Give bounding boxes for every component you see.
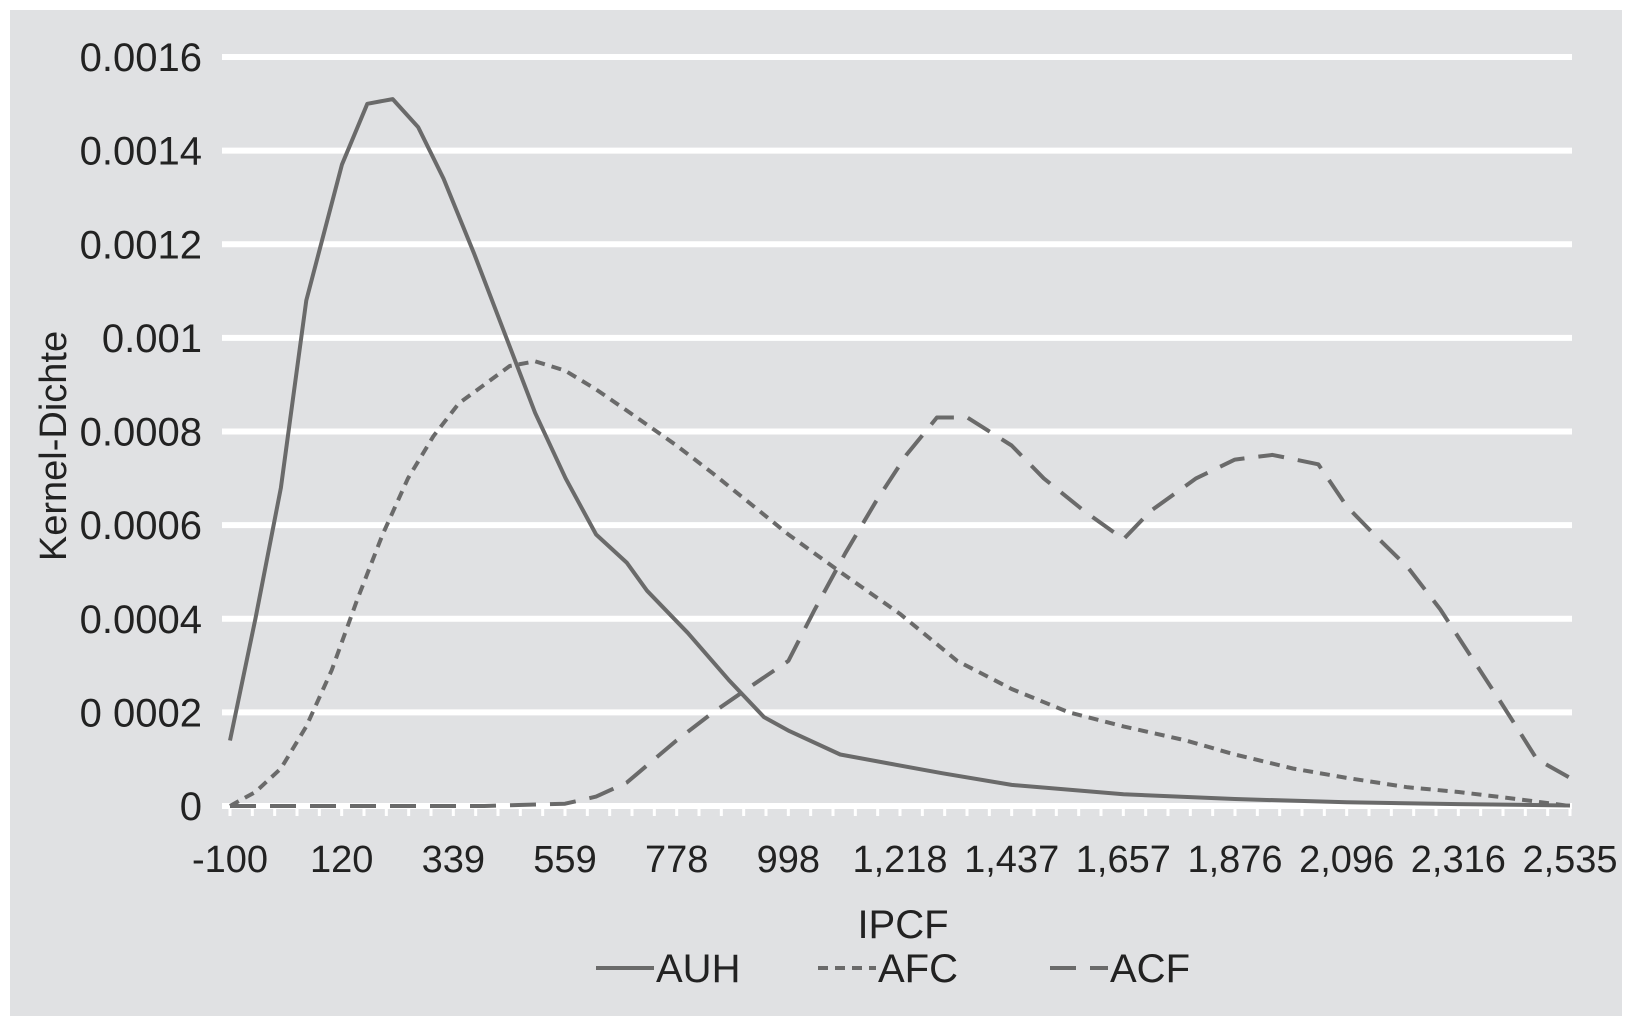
x-tick-label: 778: [645, 839, 708, 881]
x-tick-label: 1,657: [1076, 839, 1171, 881]
series-line-auh: [228, 97, 1571, 808]
y-tick-label: 0 0002: [80, 691, 202, 735]
legend-label-auh: AUH: [656, 947, 740, 991]
x-tick-label: 2,535: [1522, 839, 1617, 881]
y-tick-label: 0.0016: [80, 36, 202, 80]
x-tick-label: 2,096: [1299, 839, 1394, 881]
series-line-acf: [230, 415, 1571, 808]
x-tick-label: 2,316: [1411, 839, 1506, 881]
y-tick-label: 0: [180, 785, 202, 829]
x-tick-label: 1,876: [1187, 839, 1282, 881]
x-tick-label: 998: [757, 839, 820, 881]
y-tick-label: 0.0014: [80, 130, 202, 174]
legend: AUH AFC ACF: [596, 947, 1190, 991]
x-axis-label: IPCF: [857, 903, 948, 947]
x-tick-label: 339: [422, 839, 485, 881]
y-tick-label: 0.0012: [80, 223, 202, 267]
x-tick-label: 120: [310, 839, 373, 881]
x-tick-labels: -100 120 339 559 778 998 1,218 1,437 1,657 1,876 2…: [192, 839, 1618, 881]
y-axis-label: Kernel-Dichte: [33, 331, 75, 561]
x-tick-label: 559: [533, 839, 596, 881]
y-tick-label: 0.0006: [80, 504, 202, 548]
legend-label-afc: AFC: [878, 947, 958, 991]
x-tick-label: 1,218: [852, 839, 947, 881]
legend-label-acf: ACF: [1110, 947, 1190, 991]
y-tick-labels: 0 0 0002 0.0004 0.0006 0.0008 0.001 0.0012 0.00…: [80, 36, 202, 829]
y-tick-label: 0.0004: [80, 598, 202, 642]
x-tick-label: -100: [192, 839, 268, 881]
gridlines: [222, 54, 1572, 716]
series-line-afc: [229, 359, 1571, 808]
y-tick-label: 0.0008: [80, 411, 202, 455]
series-lines: [228, 97, 1571, 808]
x-tick-label: 1,437: [964, 839, 1059, 881]
y-tick-label: 0.001: [102, 317, 202, 361]
